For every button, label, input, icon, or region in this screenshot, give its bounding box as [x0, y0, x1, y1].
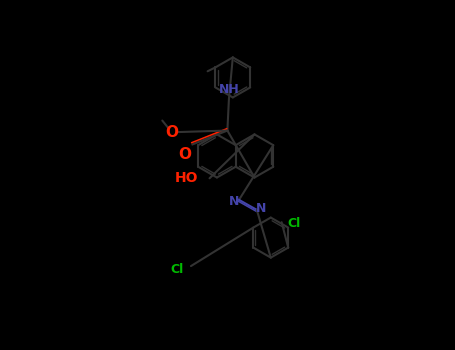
- Text: NH: NH: [218, 83, 239, 96]
- Text: Cl: Cl: [288, 217, 301, 230]
- Text: O: O: [165, 125, 178, 140]
- Text: HO: HO: [175, 171, 199, 185]
- Text: Cl: Cl: [170, 264, 183, 276]
- Text: O: O: [178, 147, 191, 162]
- Text: N: N: [256, 202, 267, 215]
- Text: N: N: [229, 195, 239, 208]
